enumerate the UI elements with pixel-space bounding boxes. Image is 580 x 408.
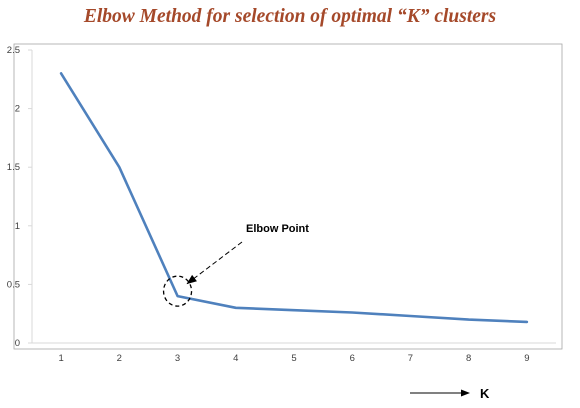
x-axis-arrow-head bbox=[461, 389, 470, 397]
y-tick-label: 2 bbox=[15, 104, 20, 115]
plot-area-frame bbox=[13, 43, 563, 350]
axes: 0 0.5 1 1.5 2 2.5 1 2 3 4 5 6 7 8 9 bbox=[7, 45, 556, 364]
elbow-annotation: Elbow Point bbox=[162, 223, 309, 307]
x-tick-label: 1 bbox=[58, 353, 63, 364]
x-tick-label: 4 bbox=[233, 353, 238, 364]
elbow-point-circle bbox=[162, 275, 193, 307]
x-tick-label: 5 bbox=[291, 353, 296, 364]
x-axis-label: K bbox=[480, 386, 490, 401]
chart-title: Elbow Method for selection of optimal “K… bbox=[83, 6, 497, 27]
x-axis-label-group: K bbox=[410, 386, 490, 401]
y-tick-label: 0.5 bbox=[7, 279, 20, 290]
elbow-point-label: Elbow Point bbox=[246, 223, 309, 235]
x-tick-label: 3 bbox=[175, 353, 180, 364]
data-marks bbox=[59, 72, 529, 324]
y-tick-label: 0 bbox=[15, 338, 20, 349]
series-line bbox=[59, 72, 529, 324]
x-tick-label: 9 bbox=[524, 353, 529, 364]
y-tick-label: 2.5 bbox=[7, 45, 20, 56]
x-tick-label: 6 bbox=[350, 353, 355, 364]
x-tick-label: 7 bbox=[408, 353, 413, 364]
y-tick-label: 1 bbox=[15, 221, 20, 232]
y-tick-label: 1.5 bbox=[7, 162, 20, 173]
x-tick-label: 2 bbox=[117, 353, 122, 364]
elbow-pointer-line bbox=[186, 241, 243, 285]
x-tick-label: 8 bbox=[466, 353, 471, 364]
elbow-pointer-arrowhead bbox=[186, 274, 197, 285]
